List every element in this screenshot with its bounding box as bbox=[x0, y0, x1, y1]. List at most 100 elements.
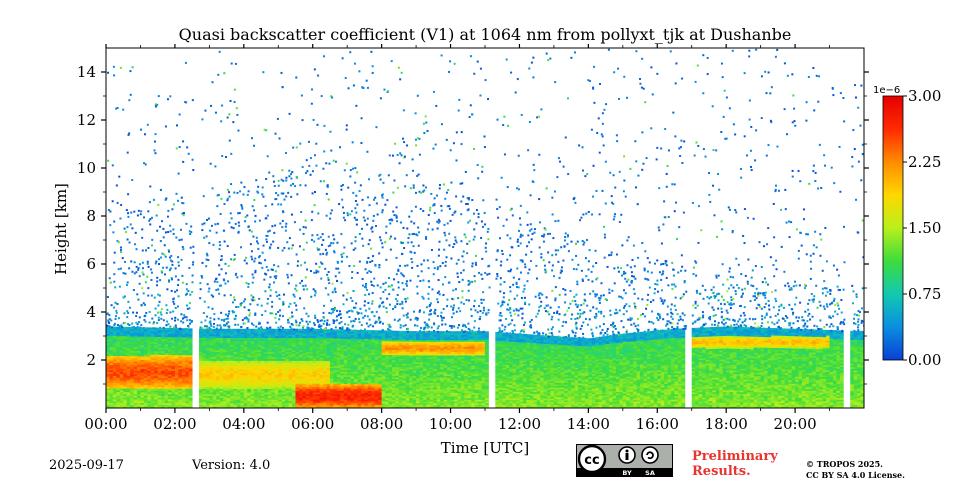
heatmap-noise-point bbox=[182, 214, 185, 217]
heatmap-noise-point bbox=[349, 213, 352, 216]
heatmap-cell bbox=[150, 375, 155, 378]
heatmap-cell bbox=[119, 350, 124, 353]
heatmap-noise-point bbox=[294, 185, 297, 188]
heatmap-noise-point bbox=[108, 325, 111, 328]
heatmap-cell bbox=[116, 337, 121, 340]
heatmap-noise-point bbox=[388, 154, 391, 157]
heatmap-cell bbox=[116, 395, 121, 398]
heatmap-noise-point bbox=[138, 316, 141, 319]
heatmap-noise-point bbox=[182, 140, 185, 143]
heatmap-cell bbox=[147, 404, 152, 407]
heatmap-noise-point bbox=[154, 249, 157, 252]
heatmap-cell bbox=[140, 366, 145, 369]
heatmap-noise-point bbox=[271, 305, 274, 308]
heatmap-cell bbox=[126, 341, 131, 344]
heatmap-noise-point bbox=[214, 111, 217, 114]
heatmap-noise-point bbox=[158, 294, 161, 297]
heatmap-cell bbox=[171, 375, 176, 379]
heatmap-cell bbox=[140, 384, 145, 387]
heatmap-noise-point bbox=[223, 323, 226, 326]
heatmap-cell bbox=[157, 382, 162, 386]
heatmap-cell bbox=[140, 397, 145, 400]
heatmap-noise-point bbox=[285, 176, 288, 179]
heatmap-noise-point bbox=[262, 195, 265, 198]
heatmap-noise-point bbox=[295, 175, 298, 178]
heatmap-noise-point bbox=[387, 174, 390, 177]
heatmap-cell bbox=[112, 332, 117, 335]
heatmap-noise-point bbox=[188, 230, 191, 233]
heatmap-cell bbox=[116, 398, 121, 402]
heatmap-noise-point bbox=[298, 245, 301, 248]
heatmap-noise-point bbox=[120, 203, 123, 206]
heatmap-noise-point bbox=[271, 203, 274, 206]
heatmap-noise-point bbox=[251, 258, 254, 261]
heatmap-noise-point bbox=[174, 324, 177, 327]
heatmap-noise-point bbox=[156, 103, 159, 106]
heatmap-cell bbox=[119, 398, 124, 402]
heatmap-cell bbox=[133, 346, 138, 350]
heatmap-cell bbox=[137, 388, 141, 391]
heatmap-noise-point bbox=[136, 326, 139, 329]
heatmap-cell bbox=[123, 384, 128, 387]
heatmap-noise-point bbox=[233, 191, 236, 194]
heatmap-noise-point bbox=[108, 314, 111, 317]
heatmap-cell bbox=[168, 361, 172, 364]
heatmap-cell bbox=[157, 400, 162, 404]
heatmap-noise-point bbox=[180, 196, 183, 199]
heatmap-cell bbox=[161, 341, 165, 345]
heatmap-cell bbox=[116, 375, 121, 378]
heatmap-cell bbox=[130, 364, 134, 367]
heatmap-cell bbox=[106, 377, 110, 380]
heatmap-noise-point bbox=[145, 249, 148, 252]
heatmap-noise-point bbox=[371, 230, 374, 233]
heatmap-cell bbox=[112, 377, 117, 380]
heatmap-cell bbox=[119, 343, 124, 346]
heatmap-noise-point bbox=[371, 302, 374, 305]
heatmap-noise-point bbox=[192, 245, 195, 248]
heatmap-cell bbox=[123, 400, 128, 403]
heatmap-noise-point bbox=[311, 234, 314, 237]
heatmap-noise-point bbox=[250, 250, 253, 253]
heatmap-cell bbox=[143, 384, 148, 387]
heatmap-noise-point bbox=[364, 309, 367, 312]
heatmap-cell bbox=[157, 357, 162, 361]
heatmap-noise-point bbox=[141, 287, 144, 290]
heatmap-cell bbox=[157, 332, 162, 336]
heatmap-noise-point bbox=[132, 311, 135, 314]
heatmap-noise-point bbox=[115, 311, 118, 314]
heatmap-noise-point bbox=[138, 321, 141, 324]
heatmap-cell bbox=[126, 397, 131, 400]
heatmap-noise-point bbox=[244, 216, 247, 219]
heatmap-noise-point bbox=[296, 193, 299, 196]
heatmap-noise-point bbox=[350, 276, 353, 279]
heatmap-noise-point bbox=[379, 236, 382, 239]
heatmap-cell bbox=[154, 331, 159, 334]
heatmap-noise-point bbox=[223, 72, 226, 75]
heatmap-cell bbox=[106, 375, 110, 378]
heatmap-cell bbox=[112, 380, 117, 384]
heatmap-cell bbox=[157, 341, 162, 345]
heatmap-cell bbox=[150, 341, 155, 344]
heatmap-noise-point bbox=[343, 246, 346, 249]
heatmap-noise-point bbox=[298, 321, 301, 324]
heatmap-cell bbox=[140, 395, 145, 398]
heatmap-noise-point bbox=[341, 256, 344, 259]
heatmap-noise-point bbox=[281, 315, 284, 318]
heatmap-cell bbox=[143, 354, 148, 357]
heatmap-noise-point bbox=[271, 300, 274, 303]
heatmap-cell bbox=[106, 353, 110, 356]
heatmap-cell bbox=[123, 398, 128, 402]
heatmap-noise-point bbox=[312, 118, 315, 121]
heatmap-cell bbox=[130, 370, 134, 373]
heatmap-noise-point bbox=[230, 62, 233, 65]
heatmap-cell bbox=[154, 402, 159, 405]
heatmap-noise-point bbox=[227, 280, 230, 283]
heatmap-cell bbox=[130, 345, 134, 348]
heatmap-noise-point bbox=[107, 319, 110, 322]
heatmap-cell bbox=[140, 391, 145, 395]
heatmap-noise-point bbox=[113, 324, 116, 327]
heatmap-cell bbox=[119, 337, 124, 340]
heatmap-noise-point bbox=[184, 61, 187, 64]
heatmap-cell bbox=[133, 373, 138, 377]
heatmap-noise-point bbox=[295, 324, 298, 327]
